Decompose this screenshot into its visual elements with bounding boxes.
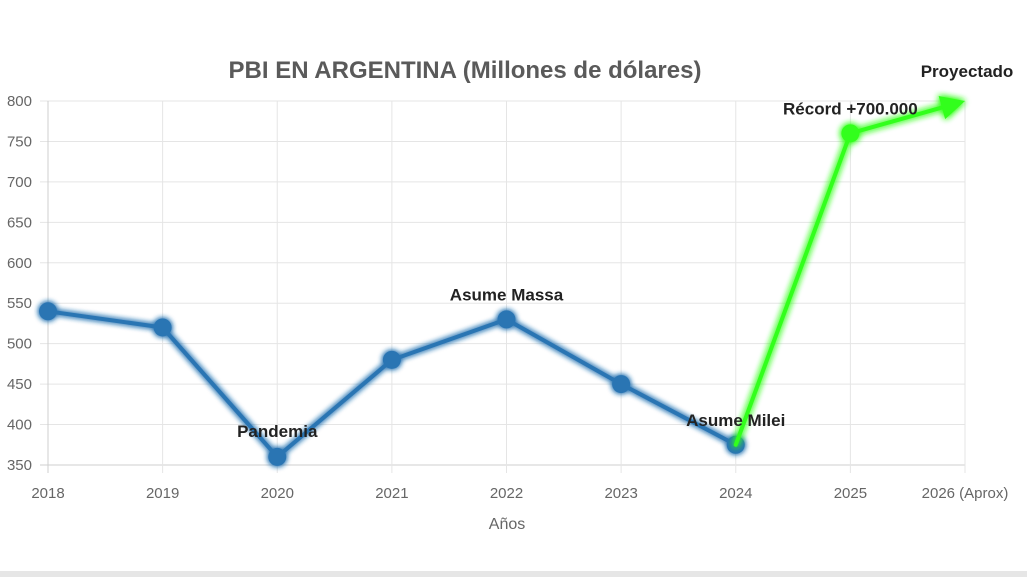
data-point [497, 310, 516, 329]
grid [40, 100, 966, 473]
series-line [733, 102, 954, 447]
data-point [268, 447, 287, 466]
annotations: Pandemia Asume Massa Asume Milei Récord +70… [237, 62, 1013, 441]
series [39, 95, 965, 466]
annotation-label: Asume Massa [450, 285, 564, 304]
chart-title: PBI EN ARGENTINA (Millones de dólares) [229, 57, 702, 84]
x-axis-ticks: 2018 2019 2020 2021 2022 2023 2024 2025 2026 (Ap… [31, 485, 1008, 502]
data-point [39, 302, 57, 321]
x-tick-label: 2018 [31, 485, 64, 502]
x-tick-label: 2022 [490, 485, 523, 502]
x-tick-label: 2020 [261, 485, 294, 502]
y-tick-label: 800 [7, 93, 32, 110]
x-tick-label: 2024 [719, 485, 752, 502]
annotation-label: Proyectado [921, 62, 1014, 81]
y-tick-label: 400 [7, 417, 32, 434]
y-tick-label: 450 [7, 376, 32, 393]
data-point [382, 350, 401, 369]
annotation-label: Récord +700.000 [783, 99, 918, 118]
y-tick-label: 650 [7, 214, 32, 231]
arrowhead-marker [938, 95, 965, 120]
y-tick-label: 700 [7, 174, 32, 191]
data-point [612, 375, 631, 394]
x-tick-label: 2026 (Aprox) [922, 485, 1009, 502]
annotation-label: Pandemia [237, 422, 318, 441]
x-tick-label: 2023 [604, 485, 637, 502]
y-tick-label: 600 [7, 255, 32, 272]
x-tick-label: 2019 [146, 485, 179, 502]
annotation-label: Asume Milei [686, 411, 785, 430]
y-tick-label: 500 [7, 336, 32, 353]
series-group [733, 95, 965, 447]
y-tick-label: 550 [7, 295, 32, 312]
y-tick-label: 750 [7, 133, 32, 150]
x-tick-label: 2021 [375, 485, 408, 502]
y-tick-label: 350 [7, 457, 32, 474]
data-point [841, 124, 860, 143]
y-axis-ticks: 350 400 450 500 550 600 650 700 750 800 [7, 93, 32, 474]
footer-bar [0, 571, 1027, 577]
x-axis-label: Años [489, 516, 525, 533]
data-point [153, 318, 172, 337]
x-tick-label: 2025 [834, 485, 867, 502]
